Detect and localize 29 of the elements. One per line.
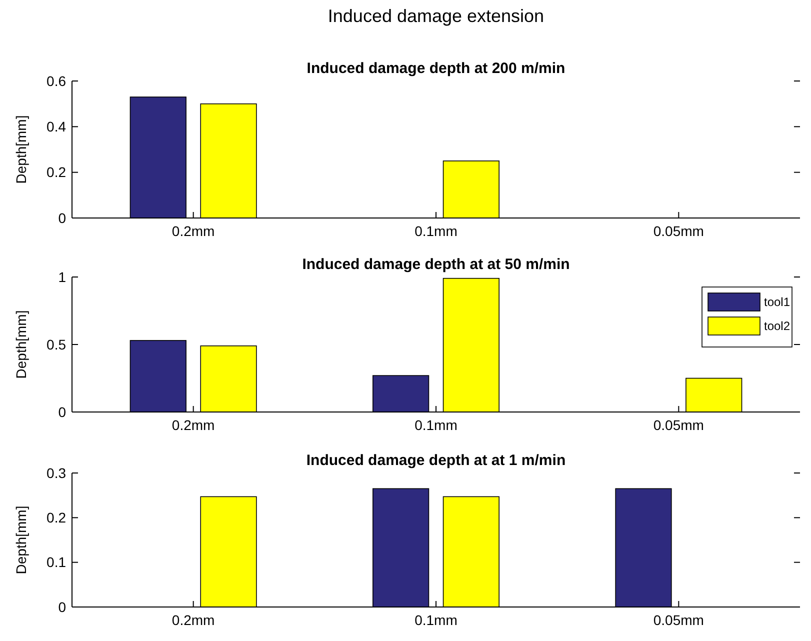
x-tick-label: 0.05mm [653,417,704,433]
chart-title: Induced damage depth at at 1 m/min [306,452,566,469]
chart-title: Induced damage depth at 200 m/min [306,60,566,77]
y-axis-title: Depth[mm] [13,115,29,184]
y-tick-label: 0 [58,404,66,420]
x-tick-label: 0.1mm [414,417,458,433]
x-tick-label: 0.2mm [172,223,215,239]
chart-title: Induced damage depth at at 50 m/min [302,256,570,273]
x-tick-label: 0.1mm [414,223,458,239]
x-tick-label: 0.2mm [172,417,215,433]
legend-label: tool2 [764,319,790,334]
y-tick-label: 0.5 [46,336,66,352]
legend-label: tool1 [764,295,790,310]
text: Induced damage extension [328,6,544,26]
y-tick-label: 0.6 [46,72,66,89]
y-axis-title: Depth[mm] [13,506,29,574]
x-tick-label: 0.05mm [653,223,704,239]
y-tick-label: 0.3 [46,464,66,481]
x-tick-label: 0.1mm [414,612,458,628]
y-tick-label: 0.4 [46,118,66,135]
y-tick-label: 0 [58,598,66,615]
y-tick-label: 0 [58,210,66,226]
y-tick-label: 1 [58,268,66,285]
y-tick-label: 0.2 [46,510,66,526]
y-axis-title: Depth[mm] [13,310,29,379]
x-tick-label: 0.05mm [653,612,704,628]
y-tick-label: 0.2 [46,164,66,180]
x-tick-label: 0.2mm [172,612,215,628]
y-tick-label: 0.1 [46,554,66,570]
